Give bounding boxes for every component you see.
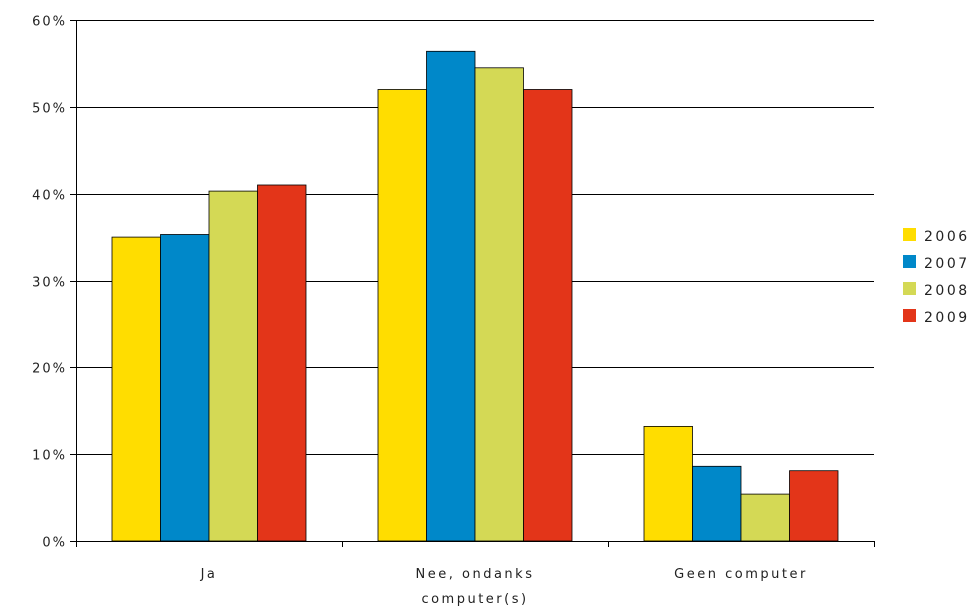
x-category-label: Nee, ondanks <box>416 567 535 582</box>
x-category-label: Geen computer <box>674 567 808 582</box>
legend-swatch-2008 <box>903 282 916 295</box>
bar-2009-ja <box>257 184 307 542</box>
bar-2008-ja <box>208 190 258 542</box>
y-tick-label: 10% <box>32 449 67 464</box>
bar-2007-ja <box>160 234 210 542</box>
legend-label-2008: 2008 <box>924 283 970 299</box>
y-tick-label: 20% <box>32 362 67 377</box>
y-tick-label: 60% <box>32 15 67 30</box>
legend-label-2007: 2007 <box>924 256 970 272</box>
bar-2007-geen-computer <box>692 465 742 542</box>
y-axis-tick-labels: 0% 10% 20% 30% 40% 50% 60% <box>32 15 67 551</box>
legend-swatch-2007 <box>903 255 916 268</box>
bar-2009-geen-computer <box>789 470 839 542</box>
bar-2006-nee-ondanks-computer-s- <box>377 89 427 542</box>
bar-2007-nee-ondanks-computer-s- <box>426 50 476 542</box>
legend: 2006 2007 2008 2009 <box>903 228 970 326</box>
x-axis-category-labels: Ja Nee, ondanks computer(s) Geen computer <box>200 567 808 607</box>
bar-2006-ja <box>111 236 161 542</box>
x-category-label: computer(s) <box>421 592 528 607</box>
axes <box>70 20 875 547</box>
bar-2008-geen-computer <box>740 493 790 542</box>
y-tick-label: 50% <box>32 102 67 117</box>
bar-2009-nee-ondanks-computer-s- <box>523 89 573 542</box>
legend-label-2009: 2009 <box>924 310 970 326</box>
y-tick-label: 40% <box>32 189 67 204</box>
y-tick-label: 0% <box>42 536 67 551</box>
bar-2006-geen-computer <box>643 425 693 542</box>
legend-swatch-2006 <box>903 228 916 241</box>
x-category-label: Ja <box>200 567 218 582</box>
bar-2008-nee-ondanks-computer-s- <box>474 67 524 542</box>
legend-label-2006: 2006 <box>924 229 970 245</box>
y-tick-label: 30% <box>32 276 67 291</box>
bars <box>111 50 839 542</box>
legend-swatch-2009 <box>903 309 916 322</box>
